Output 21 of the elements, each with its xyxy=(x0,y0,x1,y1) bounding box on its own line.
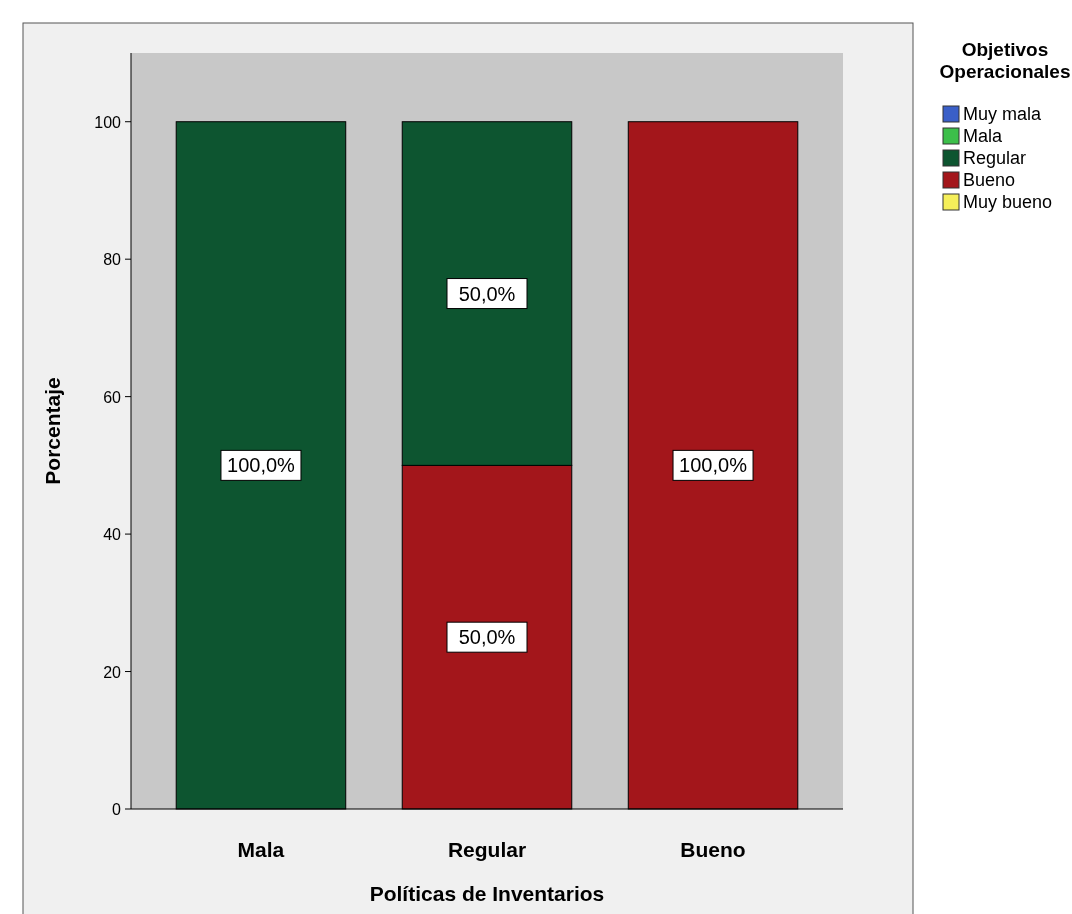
data-label: 50,0% xyxy=(458,626,516,649)
y-tick-label: 0 xyxy=(112,801,122,818)
data-label: 50,0% xyxy=(458,282,516,305)
y-tick-label: 100 xyxy=(94,113,122,131)
legend-label: Bueno xyxy=(963,170,1016,190)
legend-label: Muy mala xyxy=(963,104,1043,124)
x-tick-label: Mala xyxy=(237,838,285,861)
y-tick-label: 80 xyxy=(103,251,122,269)
y-tick-label: 40 xyxy=(103,526,122,544)
y-tick-label: 60 xyxy=(103,388,122,406)
y-tick-label: 20 xyxy=(103,663,122,681)
legend-label: Regular xyxy=(963,148,1027,168)
x-axis-title: Políticas de Inventarios xyxy=(369,882,605,905)
data-label: 100,0% xyxy=(227,454,296,477)
y-axis-title: Porcentaje xyxy=(41,377,64,485)
x-tick-label: Bueno xyxy=(680,838,746,861)
legend-label: Mala xyxy=(963,126,1003,146)
data-label: 100,0% xyxy=(679,454,748,477)
x-tick-label: Regular xyxy=(447,838,527,861)
legend-label: Muy bueno xyxy=(963,192,1053,212)
legend-title: Objetivos Operacionales xyxy=(939,39,1071,82)
